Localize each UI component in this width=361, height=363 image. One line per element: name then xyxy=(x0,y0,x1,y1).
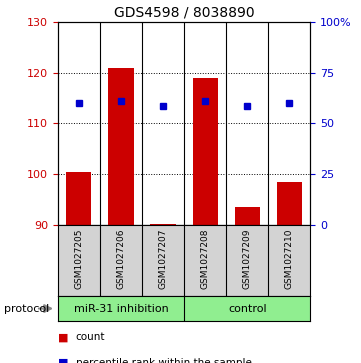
Text: percentile rank within the sample: percentile rank within the sample xyxy=(76,358,252,363)
Text: GSM1027207: GSM1027207 xyxy=(158,229,168,289)
Text: GSM1027206: GSM1027206 xyxy=(117,229,125,289)
Text: ■: ■ xyxy=(58,358,68,363)
Text: ■: ■ xyxy=(58,332,68,342)
Bar xyxy=(66,172,91,225)
Text: miR-31 inhibition: miR-31 inhibition xyxy=(74,303,168,314)
Text: count: count xyxy=(76,332,105,342)
Text: protocol: protocol xyxy=(4,303,49,314)
Text: GSM1027205: GSM1027205 xyxy=(74,229,83,289)
Bar xyxy=(277,182,302,225)
Bar xyxy=(151,224,176,225)
Text: GSM1027209: GSM1027209 xyxy=(243,229,252,289)
Text: control: control xyxy=(228,303,266,314)
Title: GDS4598 / 8038890: GDS4598 / 8038890 xyxy=(114,5,255,19)
Text: GSM1027208: GSM1027208 xyxy=(201,229,210,289)
Bar xyxy=(108,68,134,225)
Text: GSM1027210: GSM1027210 xyxy=(285,229,294,289)
Bar xyxy=(192,78,218,225)
Bar xyxy=(235,207,260,225)
